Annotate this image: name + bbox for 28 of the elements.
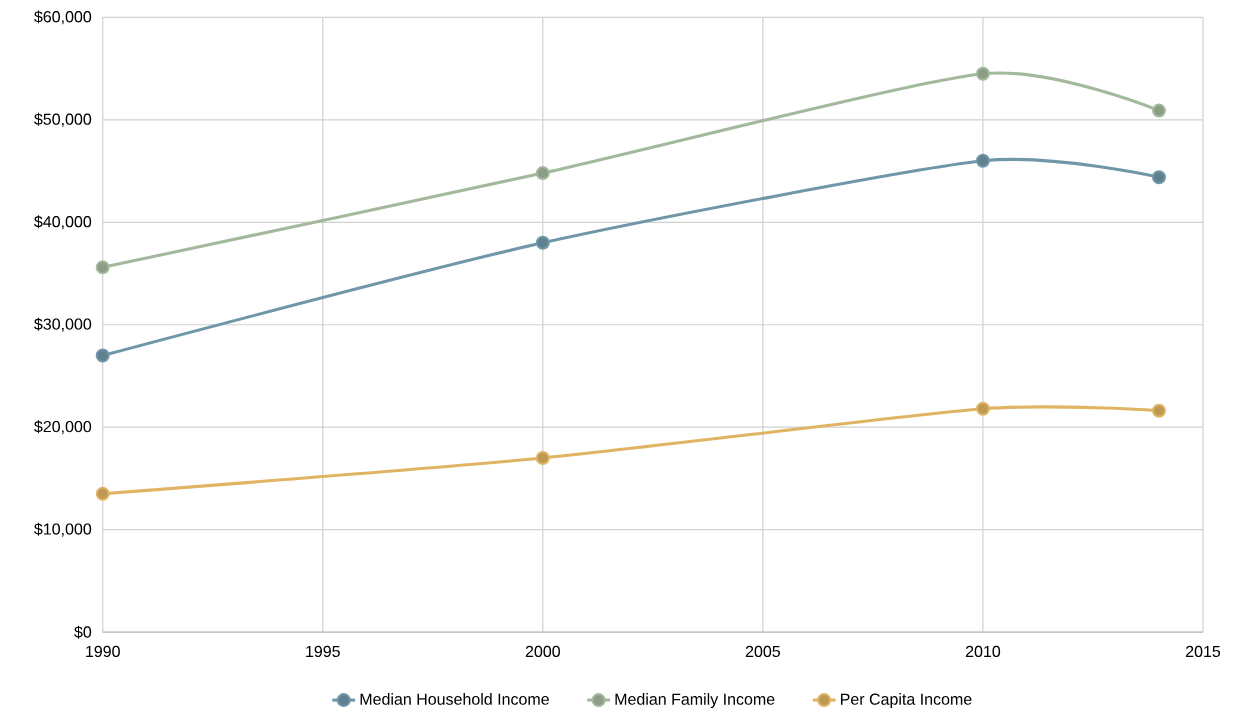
point [535, 236, 550, 251]
x-tick-label: 1990 [86, 646, 120, 658]
point [95, 348, 110, 363]
point [975, 66, 990, 81]
y-tick-label: $20,000 [34, 420, 92, 435]
y-tick-label: $60,000 [34, 10, 92, 25]
point [975, 154, 990, 169]
legend-label: Median Family Income [615, 693, 775, 709]
x-tick-label: 2010 [965, 646, 1001, 658]
point [1151, 404, 1166, 419]
y-tick-label: $50,000 [34, 113, 92, 127]
point [1151, 170, 1166, 185]
y-tick-label: $40,000 [34, 215, 92, 230]
point [1151, 103, 1166, 118]
x-tick-label: 2005 [745, 646, 780, 658]
point [95, 260, 110, 275]
y-tick-label: $10,000 [34, 522, 92, 537]
point [535, 451, 550, 466]
point [535, 166, 550, 181]
point [95, 487, 110, 502]
y-tick-label: $0 [74, 625, 92, 639]
legend-label: Median Household Income [360, 693, 549, 706]
x-tick-label: 2015 [1185, 646, 1221, 658]
x-tick-label: 1995 [306, 646, 340, 658]
x-tick-label: 2000 [525, 646, 560, 658]
y-tick-label: $30,000 [34, 318, 92, 332]
point [975, 402, 990, 417]
legend-label: Per Capita Income [841, 693, 972, 709]
